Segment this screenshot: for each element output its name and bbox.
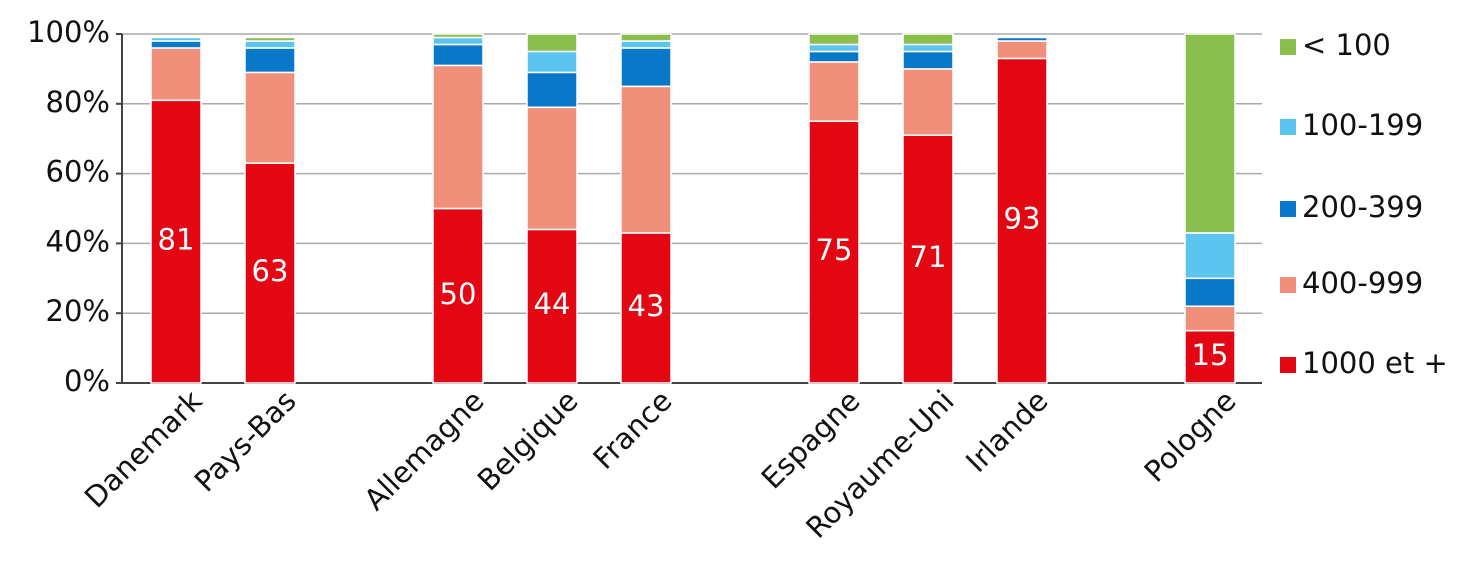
bar-segment xyxy=(432,64,484,210)
x-tick-label: Danemark xyxy=(78,383,209,514)
y-tick-label: 80% xyxy=(46,85,110,119)
bar-segment xyxy=(620,232,672,384)
legend-swatch xyxy=(1280,119,1296,135)
bar-segment xyxy=(1184,305,1236,332)
data-label: 44 xyxy=(534,287,571,321)
data-label: 15 xyxy=(1192,338,1229,372)
bar-segment xyxy=(808,43,860,53)
bar-segment xyxy=(244,162,296,384)
bar-segment xyxy=(244,47,296,74)
data-label: 50 xyxy=(440,277,477,311)
data-label: 75 xyxy=(816,233,853,267)
bar-segment xyxy=(432,36,484,46)
legend-label: 400-999 xyxy=(1302,266,1423,300)
bar-segment xyxy=(996,36,1048,42)
x-tick-label: Pologne xyxy=(1138,384,1243,489)
bar-segment xyxy=(620,85,672,234)
legend-label: 1000 et + xyxy=(1302,346,1448,380)
bar-segment xyxy=(244,40,296,49)
bar-segment xyxy=(432,43,484,67)
bar-segment xyxy=(1184,232,1236,280)
bar-segment xyxy=(808,120,860,384)
bar-segment xyxy=(244,71,296,164)
legend-label: < 100 xyxy=(1302,28,1391,62)
x-tick-label: Allemagne xyxy=(357,384,490,517)
bar-segment xyxy=(526,106,578,231)
data-label: 93 xyxy=(1004,202,1041,236)
legend-swatch xyxy=(1280,357,1296,373)
bar-segment xyxy=(432,33,484,39)
x-tick-label: Irlande xyxy=(959,384,1054,479)
y-tick-label: 100% xyxy=(27,15,110,49)
x-tick-label: Pays-Bas xyxy=(188,384,303,499)
bar-segment xyxy=(902,43,954,53)
legend-label: 100-199 xyxy=(1302,108,1423,142)
y-tick-label: 20% xyxy=(46,294,110,328)
bar-segment xyxy=(150,99,202,384)
bar-segment xyxy=(902,134,954,384)
bar-segment xyxy=(996,57,1048,384)
bar-segment xyxy=(902,33,954,46)
bar-segment xyxy=(526,50,578,74)
x-tick-label: France xyxy=(586,384,678,476)
bar-segment xyxy=(902,50,954,70)
bar-segment xyxy=(902,68,954,136)
data-label: 71 xyxy=(910,240,947,274)
legend-swatch xyxy=(1280,201,1296,217)
bar-segment xyxy=(808,50,860,63)
y-tick-label: 0% xyxy=(64,364,110,398)
data-label: 81 xyxy=(158,223,195,257)
bar-segment xyxy=(620,40,672,49)
bar-segment xyxy=(996,40,1048,60)
bar-segment xyxy=(808,33,860,46)
bar-segment xyxy=(526,228,578,384)
bar-segment xyxy=(244,36,296,42)
y-tick-label: 60% xyxy=(46,155,110,189)
bar-segment xyxy=(1184,33,1236,234)
bar-segment xyxy=(526,71,578,109)
legend-swatch xyxy=(1280,39,1296,55)
bar-segment xyxy=(1184,277,1236,307)
bar-segment xyxy=(150,47,202,102)
bar-segment xyxy=(150,36,202,42)
bar-segment xyxy=(620,47,672,88)
bar-segment xyxy=(150,40,202,49)
bar-segment xyxy=(526,33,578,53)
legend-swatch xyxy=(1280,277,1296,293)
x-tick-label: Belgique xyxy=(471,384,585,498)
legend-label: 200-399 xyxy=(1302,190,1423,224)
data-label: 43 xyxy=(628,289,665,323)
bar-segment xyxy=(808,61,860,122)
bar-segment xyxy=(432,207,484,384)
bar-segment xyxy=(620,33,672,42)
data-label: 63 xyxy=(252,254,289,288)
y-tick-label: 40% xyxy=(46,224,110,258)
